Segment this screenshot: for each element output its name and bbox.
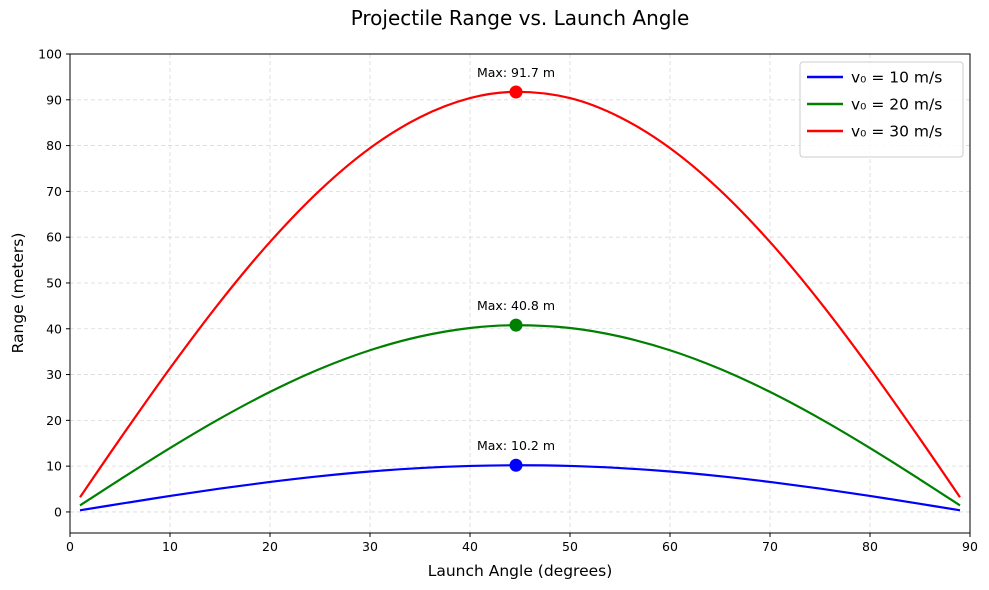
x-tick-label: 30 [362,539,378,554]
x-tick-label: 40 [462,539,478,554]
x-tick-label: 20 [262,539,278,554]
x-tick-label: 0 [66,539,74,554]
y-tick-label: 60 [46,230,62,245]
chart-title: Projectile Range vs. Launch Angle [351,6,690,30]
y-tick-label: 70 [46,184,62,199]
x-tick-label: 70 [762,539,778,554]
y-tick-label: 50 [46,275,62,290]
series-line-2 [79,324,961,507]
x-tick-label: 10 [162,539,178,554]
y-tick-label: 80 [46,138,62,153]
series-line-1 [79,464,961,512]
y-tick-label: 90 [46,92,62,107]
y-tick-label: 100 [38,47,62,62]
legend-label-1: v₀ = 10 m/s [851,69,942,87]
x-axis: 0 10 20 30 40 50 60 70 80 90 [66,533,978,554]
legend-label-3: v₀ = 30 m/s [851,123,942,141]
y-tick-label: 10 [46,459,62,474]
grid [69,53,971,533]
legend-label-2: v₀ = 20 m/s [851,96,942,114]
annotation-layer: Max: 10.2 m Max: 40.8 m Max: 91.7 m [477,65,555,472]
legend-box [799,61,964,158]
max-marker-1 [509,458,523,472]
x-tick-label: 60 [662,539,678,554]
x-tick-label: 80 [862,539,878,554]
y-tick-label: 30 [46,367,62,382]
y-tick-label: 0 [54,504,62,519]
y-axis-label: Range (meters) [9,233,27,354]
y-tick-label: 40 [46,321,62,336]
max-label-1: Max: 10.2 m [477,438,555,453]
y-tick-label: 20 [46,413,62,428]
x-tick-label: 50 [562,539,578,554]
plot-frame [69,53,971,534]
max-label-3: Max: 91.7 m [477,65,555,80]
max-marker-3 [509,85,523,99]
legend: v₀ = 10 m/s v₀ = 20 m/s v₀ = 30 m/s [799,61,964,158]
max-marker-2 [509,318,523,332]
x-tick-label: 90 [962,539,978,554]
x-axis-label: Launch Angle (degrees) [428,562,613,580]
max-label-2: Max: 40.8 m [477,298,555,313]
y-axis: 0 10 20 30 40 50 60 70 80 90 100 [38,47,70,519]
